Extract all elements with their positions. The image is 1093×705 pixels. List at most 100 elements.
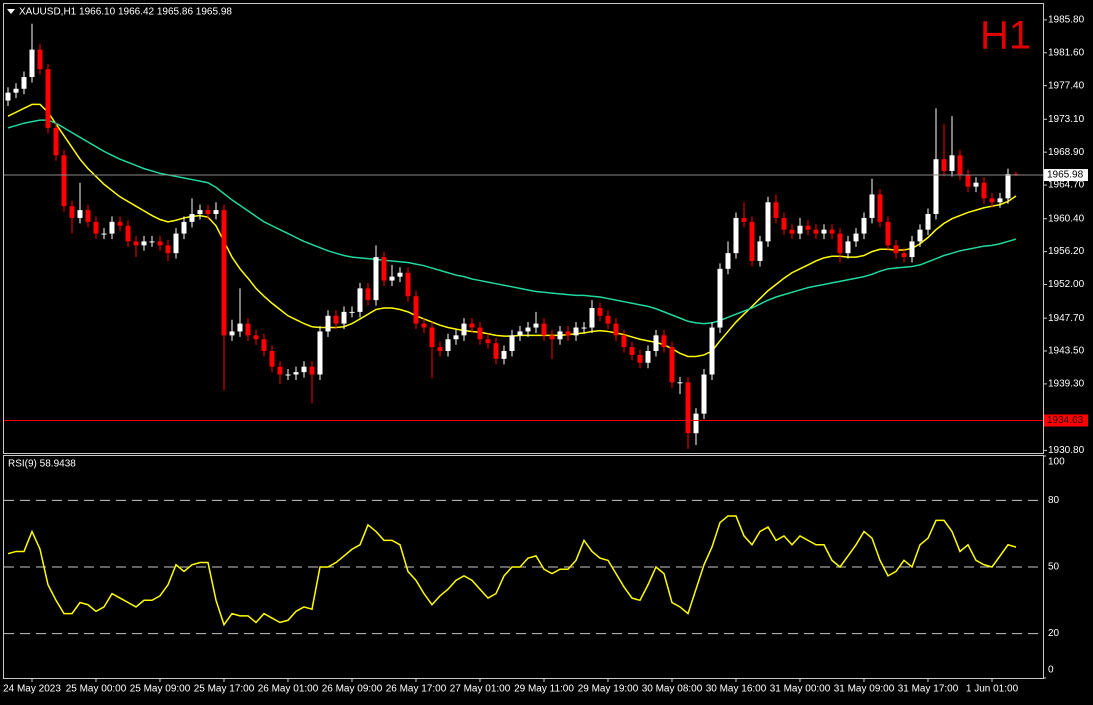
candle-body xyxy=(853,233,859,242)
candle-body xyxy=(85,210,91,222)
price-panel xyxy=(3,3,1044,454)
candle-body xyxy=(45,69,51,128)
y-tick-label: 1985.80 xyxy=(1048,15,1085,26)
y-tick-label: 1981.60 xyxy=(1048,47,1085,58)
candle-body xyxy=(581,327,587,329)
candle-body xyxy=(157,241,163,246)
candle-body xyxy=(253,335,259,340)
candle-body xyxy=(37,49,43,70)
candle-body xyxy=(957,155,963,175)
candle-body xyxy=(813,229,819,234)
candle-body xyxy=(181,221,187,234)
candle-body xyxy=(869,194,875,218)
x-tick-label: 31 May 17:00 xyxy=(898,684,959,695)
candle-body xyxy=(373,257,379,301)
candle-body xyxy=(117,221,123,226)
candle-body xyxy=(293,372,299,375)
candle-body xyxy=(461,323,467,336)
candle-body xyxy=(653,335,659,352)
y-tick-label: 1964.70 xyxy=(1048,180,1085,191)
timeframe-watermark: H1 xyxy=(980,14,1031,58)
candle-body xyxy=(453,335,459,340)
candle-body xyxy=(269,351,275,367)
candle-body xyxy=(357,288,363,312)
y-tick-label: 1943.50 xyxy=(1048,346,1085,357)
candle-body xyxy=(13,88,19,93)
candle-body xyxy=(325,315,331,332)
candle-body xyxy=(69,206,75,218)
y-tick-label: 80 xyxy=(1048,495,1060,506)
symbol-menu-arrow[interactable] xyxy=(7,9,15,14)
candle-body xyxy=(549,335,555,340)
candle-body xyxy=(877,194,883,222)
x-tick-label: 25 May 00:00 xyxy=(66,684,127,695)
level-label: 1934.63 xyxy=(1047,415,1084,426)
candle-body xyxy=(133,241,139,246)
candle-body xyxy=(589,307,595,328)
candle-body xyxy=(573,327,579,336)
candle-body xyxy=(365,288,371,301)
candle-body xyxy=(229,331,235,336)
x-tick-label: 31 May 00:00 xyxy=(770,684,831,695)
candle-body xyxy=(445,339,451,352)
candle-body xyxy=(709,327,715,375)
candle-body xyxy=(781,217,787,230)
candle-body xyxy=(965,174,971,187)
rsi-panel xyxy=(3,455,1044,679)
candle-body xyxy=(53,127,59,156)
candle-body xyxy=(421,323,427,328)
candle-body xyxy=(685,382,691,434)
x-tick-label: 1 Jun 01:00 xyxy=(966,684,1019,695)
candle-body xyxy=(197,210,203,215)
rsi-line xyxy=(7,515,1017,627)
candle-body xyxy=(309,366,315,375)
candle-body xyxy=(213,210,219,215)
candle-body xyxy=(317,331,323,375)
y-tick-label: 1930.80 xyxy=(1048,445,1085,456)
candle-body xyxy=(565,331,571,336)
current-price-label: 1965.98 xyxy=(1047,170,1084,181)
candle-body xyxy=(933,159,939,215)
x-tick-label: 29 May 11:00 xyxy=(514,684,574,695)
candle-body xyxy=(989,198,995,203)
y-tick-label: 100 xyxy=(1048,457,1065,468)
candle-body xyxy=(125,225,131,242)
y-tick-label: 1952.00 xyxy=(1048,279,1085,290)
candle-body xyxy=(93,221,99,234)
candle-body xyxy=(189,214,195,222)
candle-body xyxy=(477,327,483,340)
candle-body xyxy=(949,155,955,171)
candle-body xyxy=(797,225,803,234)
level-box xyxy=(1044,414,1088,427)
x-tick-label: 29 May 19:00 xyxy=(578,684,639,695)
candle-body xyxy=(165,245,171,254)
y-tick-label: 1973.10 xyxy=(1048,114,1085,125)
candle-body xyxy=(261,339,267,352)
candle-body xyxy=(717,268,723,328)
candle-body xyxy=(773,202,779,218)
candle-body xyxy=(629,347,635,355)
y-tick-label: 1977.40 xyxy=(1048,80,1085,91)
candle-body xyxy=(997,198,1003,203)
candle-body xyxy=(885,221,891,246)
candle-body xyxy=(909,241,915,258)
moving-average xyxy=(7,119,1017,325)
candle-body xyxy=(845,241,851,254)
y-tick-label: 1939.30 xyxy=(1048,379,1085,390)
candle-body xyxy=(301,366,307,373)
y-tick-label: 1960.40 xyxy=(1048,213,1085,224)
candle-body xyxy=(381,257,387,281)
candle-body xyxy=(405,272,411,297)
rsi-title: RSI(9) 58.9438 xyxy=(8,459,76,470)
candle-body xyxy=(557,331,563,340)
y-tick-label: 50 xyxy=(1048,562,1060,573)
candle-body xyxy=(765,202,771,242)
candle-body xyxy=(277,366,283,375)
candle-body xyxy=(109,221,115,234)
x-tick-label: 26 May 01:00 xyxy=(258,684,319,695)
candle-body xyxy=(677,382,683,384)
candle-body xyxy=(245,323,251,336)
candle-body xyxy=(341,311,347,324)
